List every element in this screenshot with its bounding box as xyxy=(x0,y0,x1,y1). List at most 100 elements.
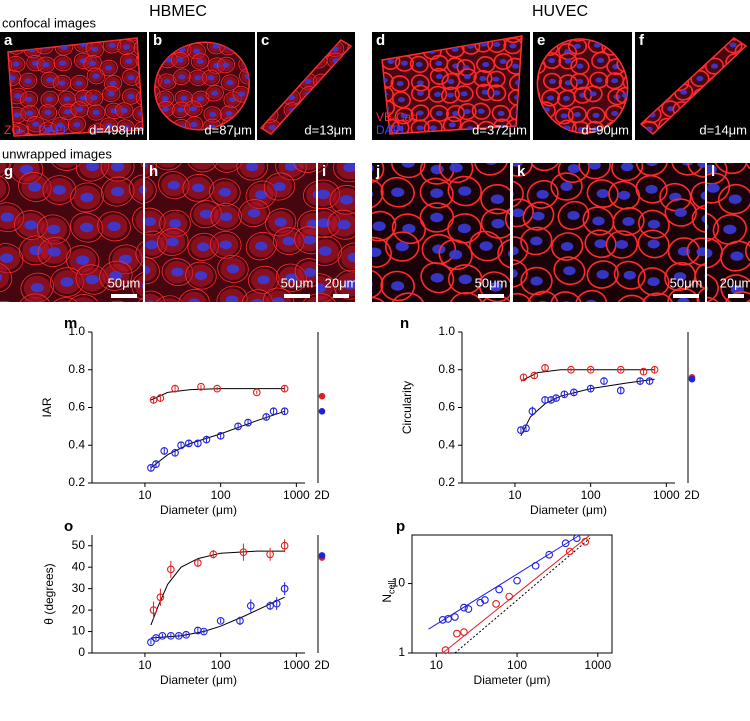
nucleus xyxy=(400,60,408,66)
cell-border xyxy=(86,67,105,85)
cytoplasm xyxy=(155,139,169,152)
cell-border xyxy=(19,91,38,108)
nucleus xyxy=(548,25,556,31)
nucleus xyxy=(125,58,133,64)
cell-border xyxy=(101,85,121,102)
cell-border xyxy=(220,74,240,91)
nucleus xyxy=(46,77,54,83)
nucleus xyxy=(343,279,355,290)
cell-border xyxy=(318,273,337,302)
cell-border xyxy=(390,119,410,134)
cell-border xyxy=(97,211,131,242)
cell-border xyxy=(86,104,106,121)
nucleus xyxy=(267,144,274,149)
cytoplasm xyxy=(263,140,277,153)
data-point-2d xyxy=(318,407,326,415)
cytoplasm xyxy=(203,140,219,143)
cytoplasm xyxy=(138,245,143,264)
nucleus xyxy=(318,189,330,200)
cell-border xyxy=(217,254,249,283)
x-tick-label: 1000 xyxy=(584,658,611,672)
nucleus xyxy=(145,300,155,302)
nucleus xyxy=(646,163,658,167)
cytoplasm xyxy=(54,163,77,168)
data-point xyxy=(522,424,530,433)
nucleus xyxy=(213,63,221,69)
nucleus xyxy=(448,142,455,147)
nucleus xyxy=(682,143,689,148)
cell-border xyxy=(504,204,510,236)
cell-border xyxy=(707,273,719,302)
nucleus xyxy=(285,273,298,283)
nucleus xyxy=(176,57,184,63)
cell-border xyxy=(586,179,619,208)
nucleus xyxy=(728,194,742,204)
nucleus xyxy=(729,42,737,48)
data-point xyxy=(639,367,648,376)
nucleus xyxy=(45,127,53,133)
nucleus xyxy=(128,144,135,149)
cytoplasm xyxy=(296,163,316,171)
nucleus xyxy=(499,58,507,65)
nucleus xyxy=(416,90,424,96)
nucleus xyxy=(489,282,503,292)
cell-border xyxy=(550,291,583,302)
nucleus xyxy=(305,163,311,164)
data-point xyxy=(645,377,654,385)
cell-border xyxy=(397,137,418,157)
data-point xyxy=(565,547,574,556)
stain-label: DAPI xyxy=(38,123,66,137)
nucleus xyxy=(707,248,713,258)
y-tick-label: 30 xyxy=(72,581,86,595)
cell-border xyxy=(99,59,118,77)
data-point xyxy=(158,631,167,640)
data-point xyxy=(209,550,218,559)
nucleus xyxy=(452,27,459,32)
cell-border xyxy=(151,139,171,143)
nucleus xyxy=(621,163,634,172)
nucleus xyxy=(161,96,169,102)
cell-border xyxy=(605,230,639,259)
data-point xyxy=(182,630,190,639)
nucleus xyxy=(142,218,143,223)
x-tick-label: 1000 xyxy=(283,488,310,502)
nucleus xyxy=(24,220,38,230)
nucleus xyxy=(0,311,10,321)
nucleus xyxy=(158,145,165,150)
x-tick-label: 100 xyxy=(507,658,527,672)
nucleus xyxy=(73,122,81,128)
nucleus xyxy=(209,111,217,118)
data-point xyxy=(156,394,165,402)
nucleus xyxy=(47,247,61,257)
cell-border xyxy=(712,214,747,245)
nucleus xyxy=(492,76,500,82)
nucleus xyxy=(238,91,246,97)
nucleus xyxy=(0,253,14,263)
cytoplasm xyxy=(216,163,240,170)
nucleus xyxy=(372,282,373,287)
nucleus xyxy=(435,110,443,116)
cell-border xyxy=(491,104,511,122)
x-tick-label: 10 xyxy=(138,658,152,672)
nucleus xyxy=(704,274,705,278)
cell-border xyxy=(671,163,704,176)
stain-label: DAPI xyxy=(376,123,404,137)
cell-border xyxy=(542,72,563,90)
nucleus xyxy=(75,80,83,86)
nucleus xyxy=(707,164,717,175)
nucleus xyxy=(197,242,210,252)
nucleus xyxy=(240,144,247,149)
cell-border xyxy=(333,163,355,183)
y-axis-label-group: IAR xyxy=(40,397,54,417)
nucleus xyxy=(391,187,405,198)
cell-border xyxy=(101,300,136,302)
nucleus xyxy=(387,58,395,65)
data-point xyxy=(269,407,278,416)
nucleus xyxy=(30,282,44,293)
cell-border xyxy=(236,163,269,181)
cell-border xyxy=(520,266,553,296)
diameter-label: d=498μm xyxy=(89,122,144,137)
cytoplasm xyxy=(363,140,377,153)
nucleus xyxy=(26,110,34,116)
nucleus xyxy=(161,106,169,112)
